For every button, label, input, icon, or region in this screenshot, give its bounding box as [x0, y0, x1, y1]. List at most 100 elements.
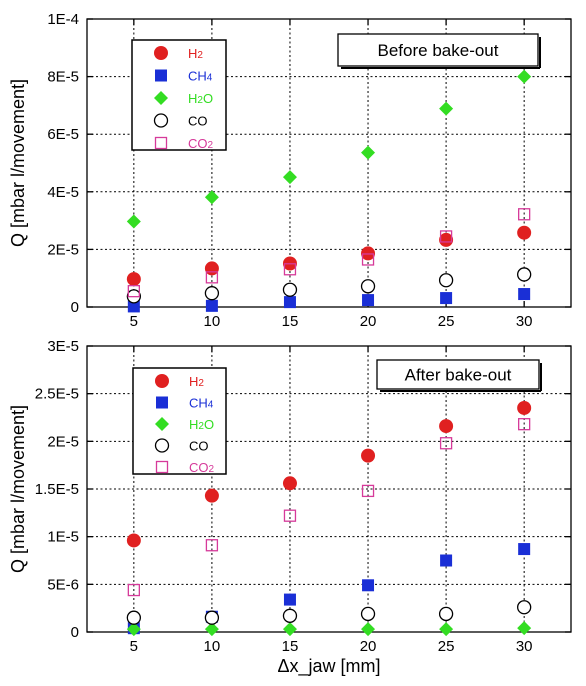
data-point-h2	[282, 476, 297, 491]
data-point-co	[517, 267, 532, 282]
legend-entry-h2: H2	[188, 46, 203, 61]
data-point-h2	[126, 272, 141, 287]
data-point-h2o	[126, 214, 141, 229]
x-tick-label: 20	[360, 313, 377, 330]
data-point-co2	[361, 253, 375, 266]
data-point-h2o	[517, 621, 532, 636]
y-tick-label: 3E-5	[47, 338, 79, 355]
y-tick-label: 2.5E-5	[35, 386, 79, 403]
y-tick-label: 0	[71, 624, 79, 641]
data-point-co2	[283, 509, 297, 522]
data-point-h2	[361, 448, 376, 463]
legend-entry-ch4: CH4	[189, 396, 214, 411]
data-point-co2	[205, 271, 219, 284]
legend-marker	[154, 46, 168, 60]
data-point-h2	[126, 533, 141, 548]
data-point-h2o	[361, 622, 376, 637]
data-point-co	[126, 610, 141, 625]
data-point-co2	[127, 285, 140, 298]
y-tick-label: 4E-5	[47, 184, 79, 201]
data-point-ch4	[283, 593, 296, 606]
data-point-h2o	[282, 622, 297, 637]
legend-entry-h2: H2	[189, 374, 204, 389]
legend-entry-ch4: CH4	[188, 69, 213, 84]
data-point-h2	[204, 488, 219, 503]
y-tick-label: 1E-4	[47, 11, 79, 28]
x-tick-label: 5	[130, 638, 138, 655]
x-tick-label: 15	[282, 313, 299, 330]
legend-marker	[155, 460, 169, 474]
data-point-h2	[439, 232, 454, 247]
y-axis-label: Q [mbar l/movement]	[8, 79, 28, 247]
data-point-co	[360, 606, 376, 622]
annotation-text: Before bake-out	[378, 41, 499, 60]
data-point-co2	[439, 437, 453, 450]
data-point-co	[360, 279, 376, 294]
data-point-co2	[283, 263, 297, 276]
legend-marker	[153, 113, 169, 128]
data-point-h2o	[204, 622, 219, 637]
data-point-co2	[518, 418, 531, 431]
y-tick-label: 1E-5	[47, 529, 79, 546]
legend-marker	[154, 136, 168, 150]
data-point-co2	[205, 539, 219, 552]
data-point-co	[282, 608, 298, 623]
x-axis-label: Δx_jaw [mm]	[277, 656, 380, 677]
x-tick-label: 20	[360, 638, 377, 655]
data-point-co	[282, 282, 298, 297]
data-point-ch4	[518, 543, 531, 556]
data-point-h2o	[439, 622, 454, 637]
data-point-h2o	[361, 145, 376, 160]
legend	[132, 367, 227, 475]
data-point-h2o	[517, 69, 532, 84]
data-point-ch4	[440, 554, 453, 567]
legend-marker	[154, 91, 168, 105]
x-tick-label: 5	[130, 313, 138, 330]
data-point-ch4	[283, 296, 296, 309]
data-point-ch4	[127, 300, 140, 313]
plot-area	[86, 18, 572, 308]
data-point-ch4	[518, 288, 531, 301]
data-point-h2o	[439, 101, 454, 116]
chart-panel-1: 5 10 15 20 25 30 0 2E-5 4E-5 6E-5 8E-5 1E-4 Q [mbar …	[8, 11, 572, 330]
x-tick-label: 25	[438, 313, 455, 330]
y-tick-label: 6E-5	[47, 126, 79, 143]
data-point-co2	[439, 230, 453, 243]
legend-entry-co2: CO2	[188, 136, 214, 151]
data-point-co	[204, 286, 220, 301]
data-point-co2	[518, 208, 531, 221]
legend-marker	[155, 417, 169, 431]
annotation-box	[376, 359, 540, 390]
chart-panel-2: 5 10 15 20 25 30 0 5E-6 1E-5 1.5E-5 2E-5 2.5E-5 3E-5…	[8, 338, 572, 677]
legend-marker	[155, 69, 167, 82]
x-tick-label: 25	[438, 638, 455, 655]
data-point-co	[517, 600, 532, 615]
annotation-text: After bake-out	[405, 366, 512, 385]
data-point-h2o	[282, 170, 297, 185]
data-point-h2	[517, 225, 532, 240]
x-tick-label: 30	[516, 638, 533, 655]
data-point-ch4	[362, 294, 375, 307]
x-tick-label: 30	[516, 313, 533, 330]
y-tick-label: 8E-5	[47, 69, 79, 86]
y-tick-label: 2E-5	[47, 433, 79, 450]
x-tick-label: 10	[204, 638, 221, 655]
data-point-h2	[439, 419, 454, 434]
data-point-ch4	[362, 579, 375, 592]
legend-marker	[156, 396, 168, 409]
data-point-co	[438, 606, 454, 622]
legend-entry-co2: CO2	[189, 460, 215, 475]
x-tick-label: 15	[282, 638, 299, 655]
legend-entry-h2o: H2O	[189, 417, 214, 432]
legend-marker	[154, 438, 170, 453]
legend-entry-h2o: H2O	[188, 91, 213, 106]
data-point-co2	[127, 583, 140, 597]
data-point-h2o	[126, 622, 141, 637]
y-tick-label: 0	[71, 299, 79, 316]
x-tick-label: 10	[204, 313, 221, 330]
data-point-co2	[361, 484, 375, 498]
data-point-h2	[517, 400, 532, 415]
data-point-co	[438, 273, 454, 288]
data-point-h2o	[204, 190, 219, 205]
